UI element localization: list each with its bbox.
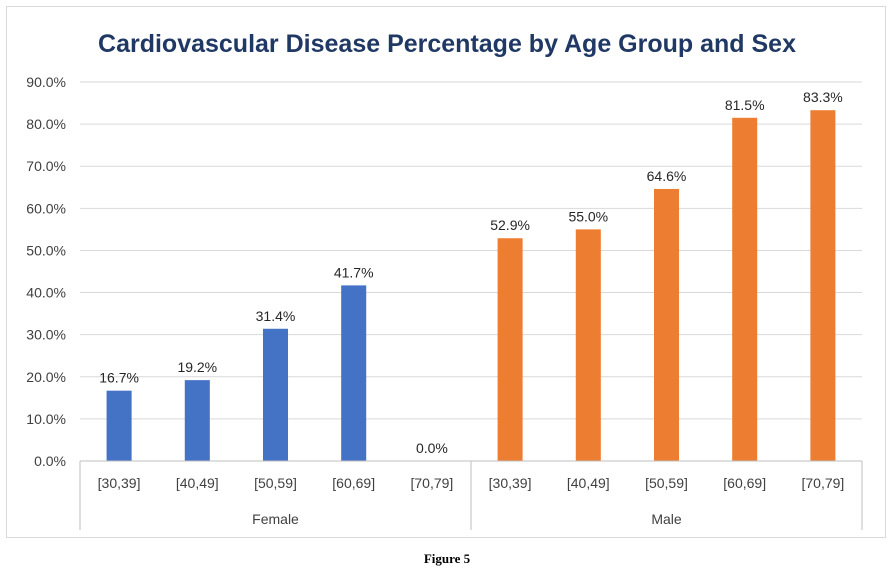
data-label: 16.7% xyxy=(99,370,139,386)
x-tick-label: [40,49] xyxy=(567,475,610,491)
x-tick-label: [50,59] xyxy=(645,475,688,491)
figure-caption: Figure 5 xyxy=(423,551,471,566)
data-label: 81.5% xyxy=(725,97,765,113)
x-tick-label: [60,69] xyxy=(723,475,766,491)
data-label: 31.4% xyxy=(256,308,296,324)
bar xyxy=(810,110,836,461)
y-tick-label: 10.0% xyxy=(26,411,66,427)
x-tick-label: [40,49] xyxy=(176,475,219,491)
chart-title: Cardiovascular Disease Percentage by Age… xyxy=(98,30,796,58)
data-label: 52.9% xyxy=(490,217,530,233)
bar xyxy=(184,380,210,461)
bar xyxy=(732,117,758,462)
y-tick-label: 40.0% xyxy=(26,285,66,301)
bar xyxy=(575,229,601,461)
bar xyxy=(653,188,680,461)
y-tick-label: 60.0% xyxy=(26,200,66,216)
y-tick-label: 90.0% xyxy=(26,74,66,90)
bar xyxy=(497,238,523,461)
x-tick-label: [70,79] xyxy=(410,475,453,491)
data-label: 55.0% xyxy=(568,208,608,224)
group-label: Female xyxy=(252,511,299,527)
y-tick-label: 0.0% xyxy=(34,453,66,469)
x-tick-label: [50,59] xyxy=(254,475,297,491)
x-tick-label: [30,39] xyxy=(98,475,141,491)
y-tick-label: 50.0% xyxy=(26,242,66,258)
data-label: 19.2% xyxy=(177,359,217,375)
y-tick-label: 70.0% xyxy=(26,158,66,174)
x-tick-label: [70,79] xyxy=(801,475,844,491)
bar xyxy=(106,390,132,461)
bar-chart: Cardiovascular Disease Percentage by Age… xyxy=(26,30,863,530)
y-tick-label: 30.0% xyxy=(26,327,66,343)
data-label: 64.6% xyxy=(647,168,687,184)
data-label: 0.0% xyxy=(416,440,448,456)
group-label: Male xyxy=(651,511,682,527)
y-tick-label: 20.0% xyxy=(26,369,66,385)
bar xyxy=(262,328,289,461)
x-tick-label: [60,69] xyxy=(332,475,375,491)
data-label: 83.3% xyxy=(803,89,843,105)
y-tick-label: 80.0% xyxy=(26,116,66,132)
data-label: 41.7% xyxy=(334,264,374,280)
bar xyxy=(341,285,367,461)
x-tick-label: [30,39] xyxy=(489,475,532,491)
